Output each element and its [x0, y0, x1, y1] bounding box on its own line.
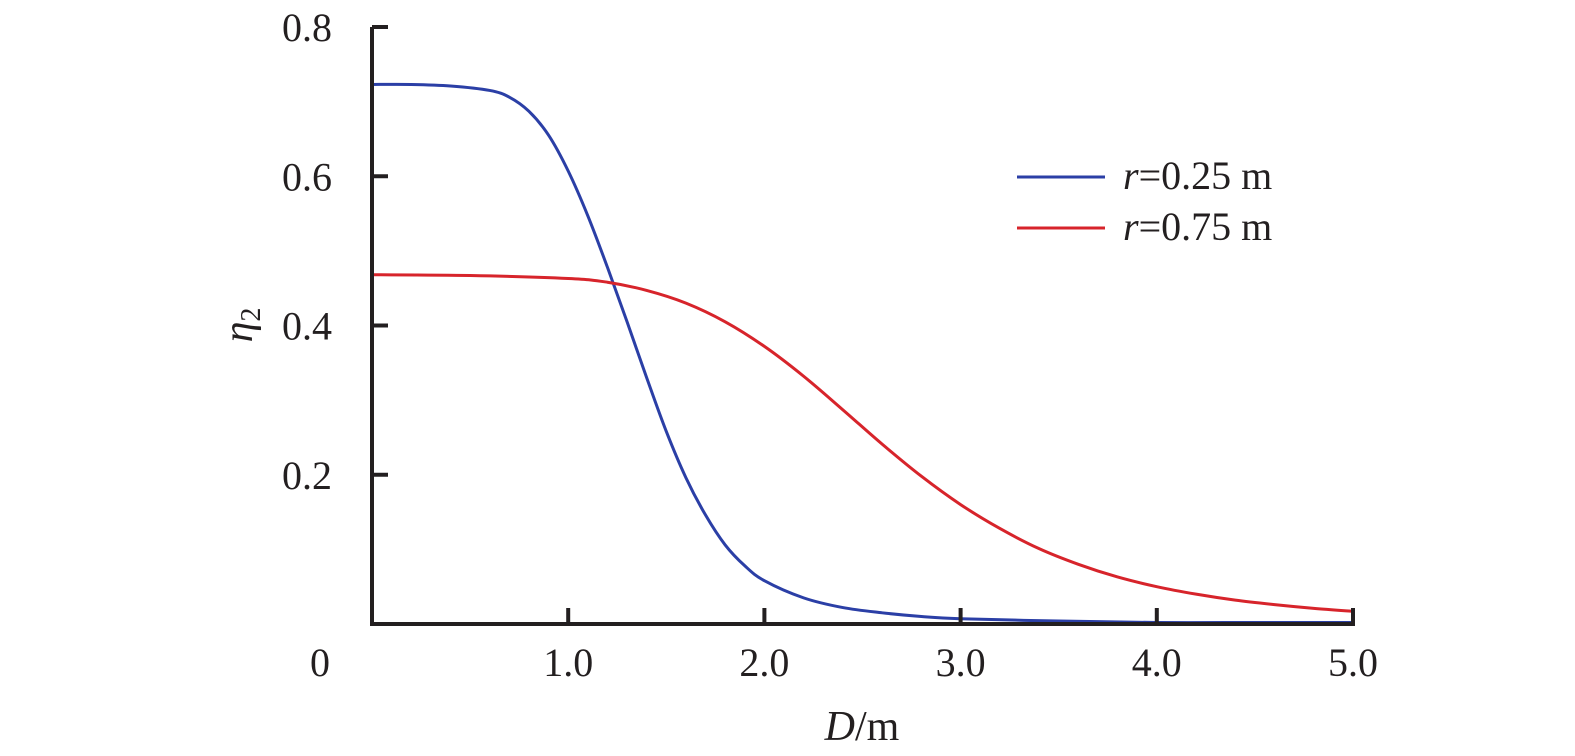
y-axis-title-subscript: 2 — [236, 308, 267, 322]
x-tick-label-3: 4.0 — [1132, 640, 1182, 685]
y-tick-label-1: 0.4 — [282, 304, 332, 349]
legend-label-0-variable: r — [1123, 153, 1139, 198]
x-axis-title-unit: /m — [855, 704, 900, 750]
series-line-0 — [371, 82, 1353, 625]
x-tick-label-4: 5.0 — [1328, 640, 1378, 685]
x-tick-label-2: 3.0 — [936, 640, 986, 685]
legend: r=0.25 m r=0.75 m — [1017, 153, 1272, 249]
x-axis-title: D/m — [824, 704, 900, 750]
y-axis-title-variable: η — [216, 322, 262, 343]
series-line-1 — [371, 273, 1354, 613]
axes-layer — [370, 27, 1355, 626]
ticks-layer: 1.0 2.0 3.0 4.0 5.0 0.2 0.4 0.6 0.8 — [282, 5, 1378, 685]
legend-label-0: r=0.25 m — [1123, 153, 1272, 198]
x-tick-label-1: 2.0 — [739, 640, 789, 685]
series-layer — [371, 82, 1354, 625]
y-tick-label-0: 0.2 — [282, 453, 332, 498]
x-axis-title-variable: D — [824, 704, 855, 750]
y-axis-title: η2 — [216, 308, 267, 343]
x-tick-label-0: 1.0 — [543, 640, 593, 685]
origin-label: 0 — [310, 640, 330, 685]
y-tick-label-3: 0.8 — [282, 5, 332, 50]
legend-label-1: r=0.75 m — [1123, 204, 1272, 249]
legend-label-1-variable: r — [1123, 204, 1139, 249]
legend-label-1-value: =0.75 m — [1139, 204, 1273, 249]
legend-label-0-value: =0.25 m — [1139, 153, 1273, 198]
y-tick-label-2: 0.6 — [282, 154, 332, 199]
